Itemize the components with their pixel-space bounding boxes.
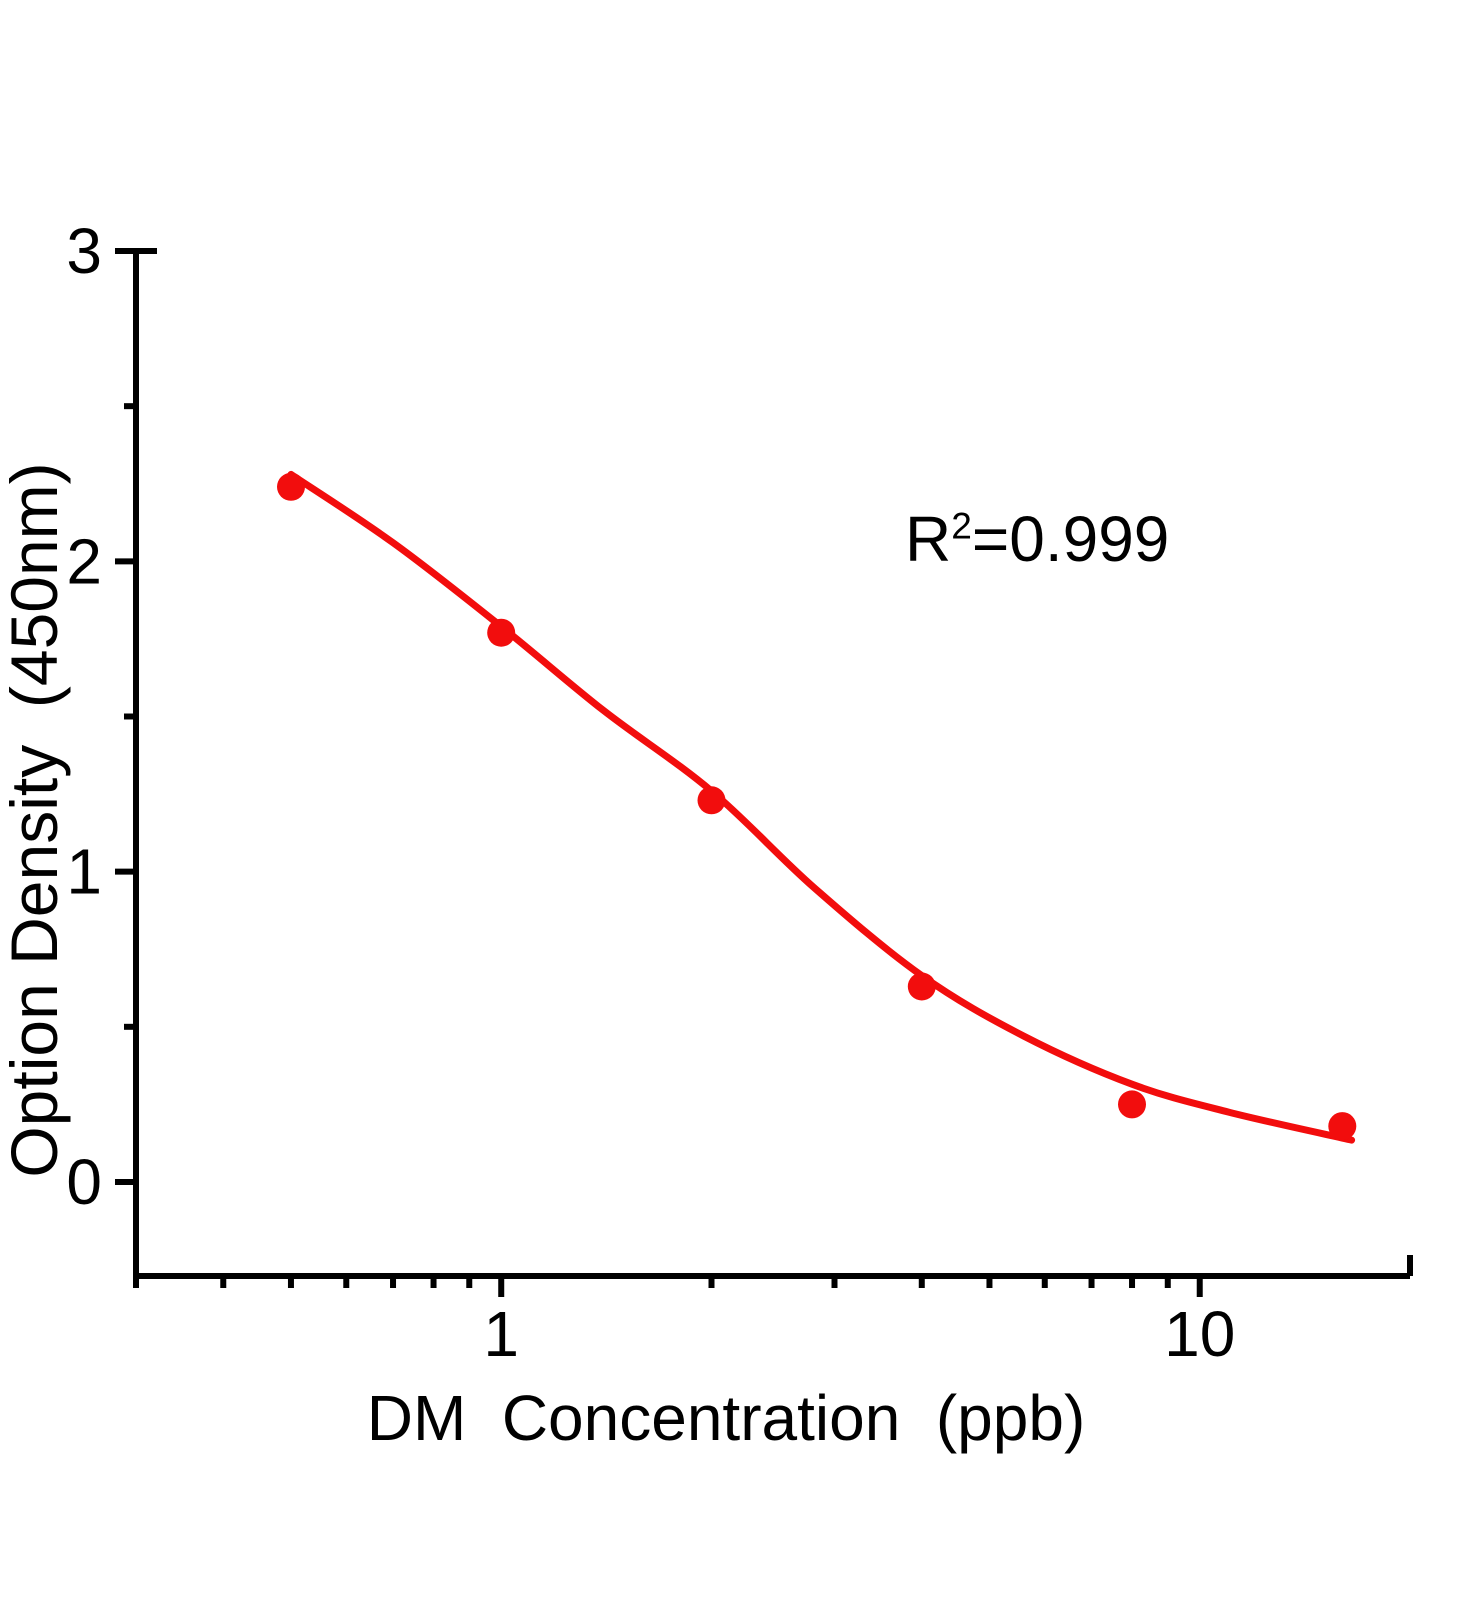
data-point xyxy=(487,618,516,647)
x-tick-label: 1 xyxy=(483,1298,519,1370)
data-point xyxy=(907,972,936,1001)
data-point xyxy=(1118,1090,1146,1119)
x-tick-label: 10 xyxy=(1164,1298,1235,1370)
r-squared-base: R xyxy=(905,503,952,575)
r-squared-annotation: R2=0.999 xyxy=(905,502,1169,576)
y-axis-title: Option Density (450nm) xyxy=(0,462,71,1178)
data-point xyxy=(697,786,726,815)
y-tick-label: 2 xyxy=(66,525,102,597)
data-point xyxy=(277,472,305,501)
y-tick-label: 0 xyxy=(66,1146,102,1218)
y-tick-label: 3 xyxy=(66,215,102,287)
fit-curve xyxy=(287,470,1356,1144)
y-tick-label: 1 xyxy=(66,836,102,908)
data-point xyxy=(1328,1112,1357,1141)
r-squared-value: =0.999 xyxy=(971,503,1170,575)
r-squared-exponent: 2 xyxy=(951,504,972,547)
x-axis-title: DM Concentration (ppb) xyxy=(366,1382,1086,1454)
